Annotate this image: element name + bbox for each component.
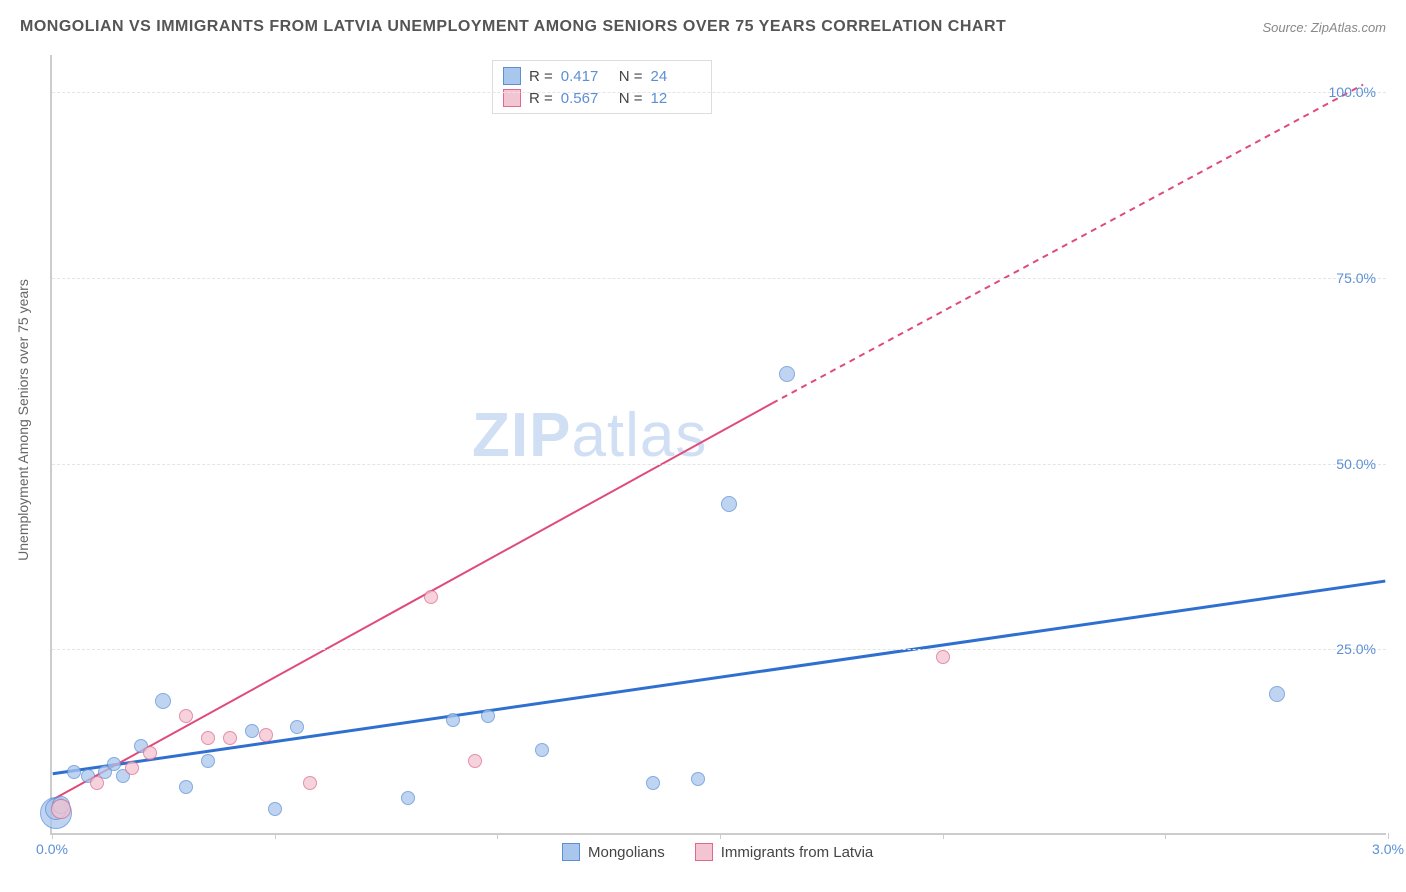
- trend-line: [772, 85, 1363, 404]
- stats-legend: R = 0.417 N = 24 R =0.567N =12: [492, 60, 712, 114]
- plot-area: ZIPatlas R =0.417N =24R =0.567N =12 Mong…: [50, 55, 1386, 835]
- data-point: [646, 776, 660, 790]
- x-tick-mark: [720, 833, 721, 839]
- stat-r-value: 0.417: [561, 68, 611, 85]
- series-legend-item: Immigrants from Latvia: [695, 843, 874, 861]
- x-tick-mark: [497, 833, 498, 839]
- watermark: ZIPatlas: [472, 400, 707, 471]
- data-point: [90, 776, 104, 790]
- y-tick-label: 75.0%: [1336, 270, 1376, 286]
- data-point: [481, 709, 495, 723]
- chart-title: MONGOLIAN VS IMMIGRANTS FROM LATVIA UNEM…: [20, 18, 1006, 36]
- data-point: [468, 754, 482, 768]
- y-axis-label: Unemployment Among Seniors over 75 years: [15, 279, 31, 561]
- stat-n-value: 24: [651, 68, 701, 85]
- y-tick-label: 100.0%: [1329, 84, 1376, 100]
- x-tick-mark: [943, 833, 944, 839]
- data-point: [259, 728, 273, 742]
- gridline: [52, 649, 1386, 650]
- data-point: [446, 713, 460, 727]
- data-point: [179, 780, 193, 794]
- data-point: [303, 776, 317, 790]
- legend-swatch: [503, 67, 521, 85]
- data-point: [424, 590, 438, 604]
- data-point: [201, 754, 215, 768]
- series-legend-label: Immigrants from Latvia: [721, 844, 874, 861]
- data-point: [201, 731, 215, 745]
- data-point: [67, 765, 81, 779]
- legend-swatch: [562, 843, 580, 861]
- data-point: [179, 709, 193, 723]
- series-legend-label: Mongolians: [588, 844, 665, 861]
- data-point: [721, 496, 737, 512]
- legend-swatch: [695, 843, 713, 861]
- stat-r-label: R =: [529, 68, 553, 85]
- source-text: Source: ZipAtlas.com: [1262, 20, 1386, 35]
- trend-lines-svg: [52, 55, 1386, 833]
- data-point: [245, 724, 259, 738]
- data-point: [401, 791, 415, 805]
- data-point: [779, 366, 795, 382]
- gridline: [52, 278, 1386, 279]
- gridline: [52, 464, 1386, 465]
- stats-legend-row: R =0.567N =12: [503, 87, 701, 109]
- x-tick-mark: [52, 833, 53, 839]
- y-tick-label: 50.0%: [1336, 456, 1376, 472]
- data-point: [155, 693, 171, 709]
- data-point: [268, 802, 282, 816]
- data-point: [51, 799, 71, 819]
- gridline: [52, 92, 1386, 93]
- stat-n-label: N =: [619, 68, 643, 85]
- data-point: [125, 761, 139, 775]
- data-point: [691, 772, 705, 786]
- data-point: [1269, 686, 1285, 702]
- x-tick-mark: [1165, 833, 1166, 839]
- series-legend: Mongolians Immigrants from Latvia: [562, 843, 873, 861]
- data-point: [223, 731, 237, 745]
- trend-line: [53, 581, 1386, 774]
- data-point: [143, 746, 157, 760]
- x-tick-mark: [275, 833, 276, 839]
- watermark-bold: ZIP: [472, 401, 571, 470]
- x-tick-label: 3.0%: [1372, 841, 1404, 857]
- y-tick-label: 25.0%: [1336, 641, 1376, 657]
- data-point: [535, 743, 549, 757]
- data-point: [290, 720, 304, 734]
- stats-legend-row: R = 0.417 N = 24: [503, 65, 701, 87]
- series-legend-item: Mongolians: [562, 843, 665, 861]
- x-tick-mark: [1388, 833, 1389, 839]
- watermark-light: atlas: [571, 401, 707, 470]
- data-point: [936, 650, 950, 664]
- x-tick-label: 0.0%: [36, 841, 68, 857]
